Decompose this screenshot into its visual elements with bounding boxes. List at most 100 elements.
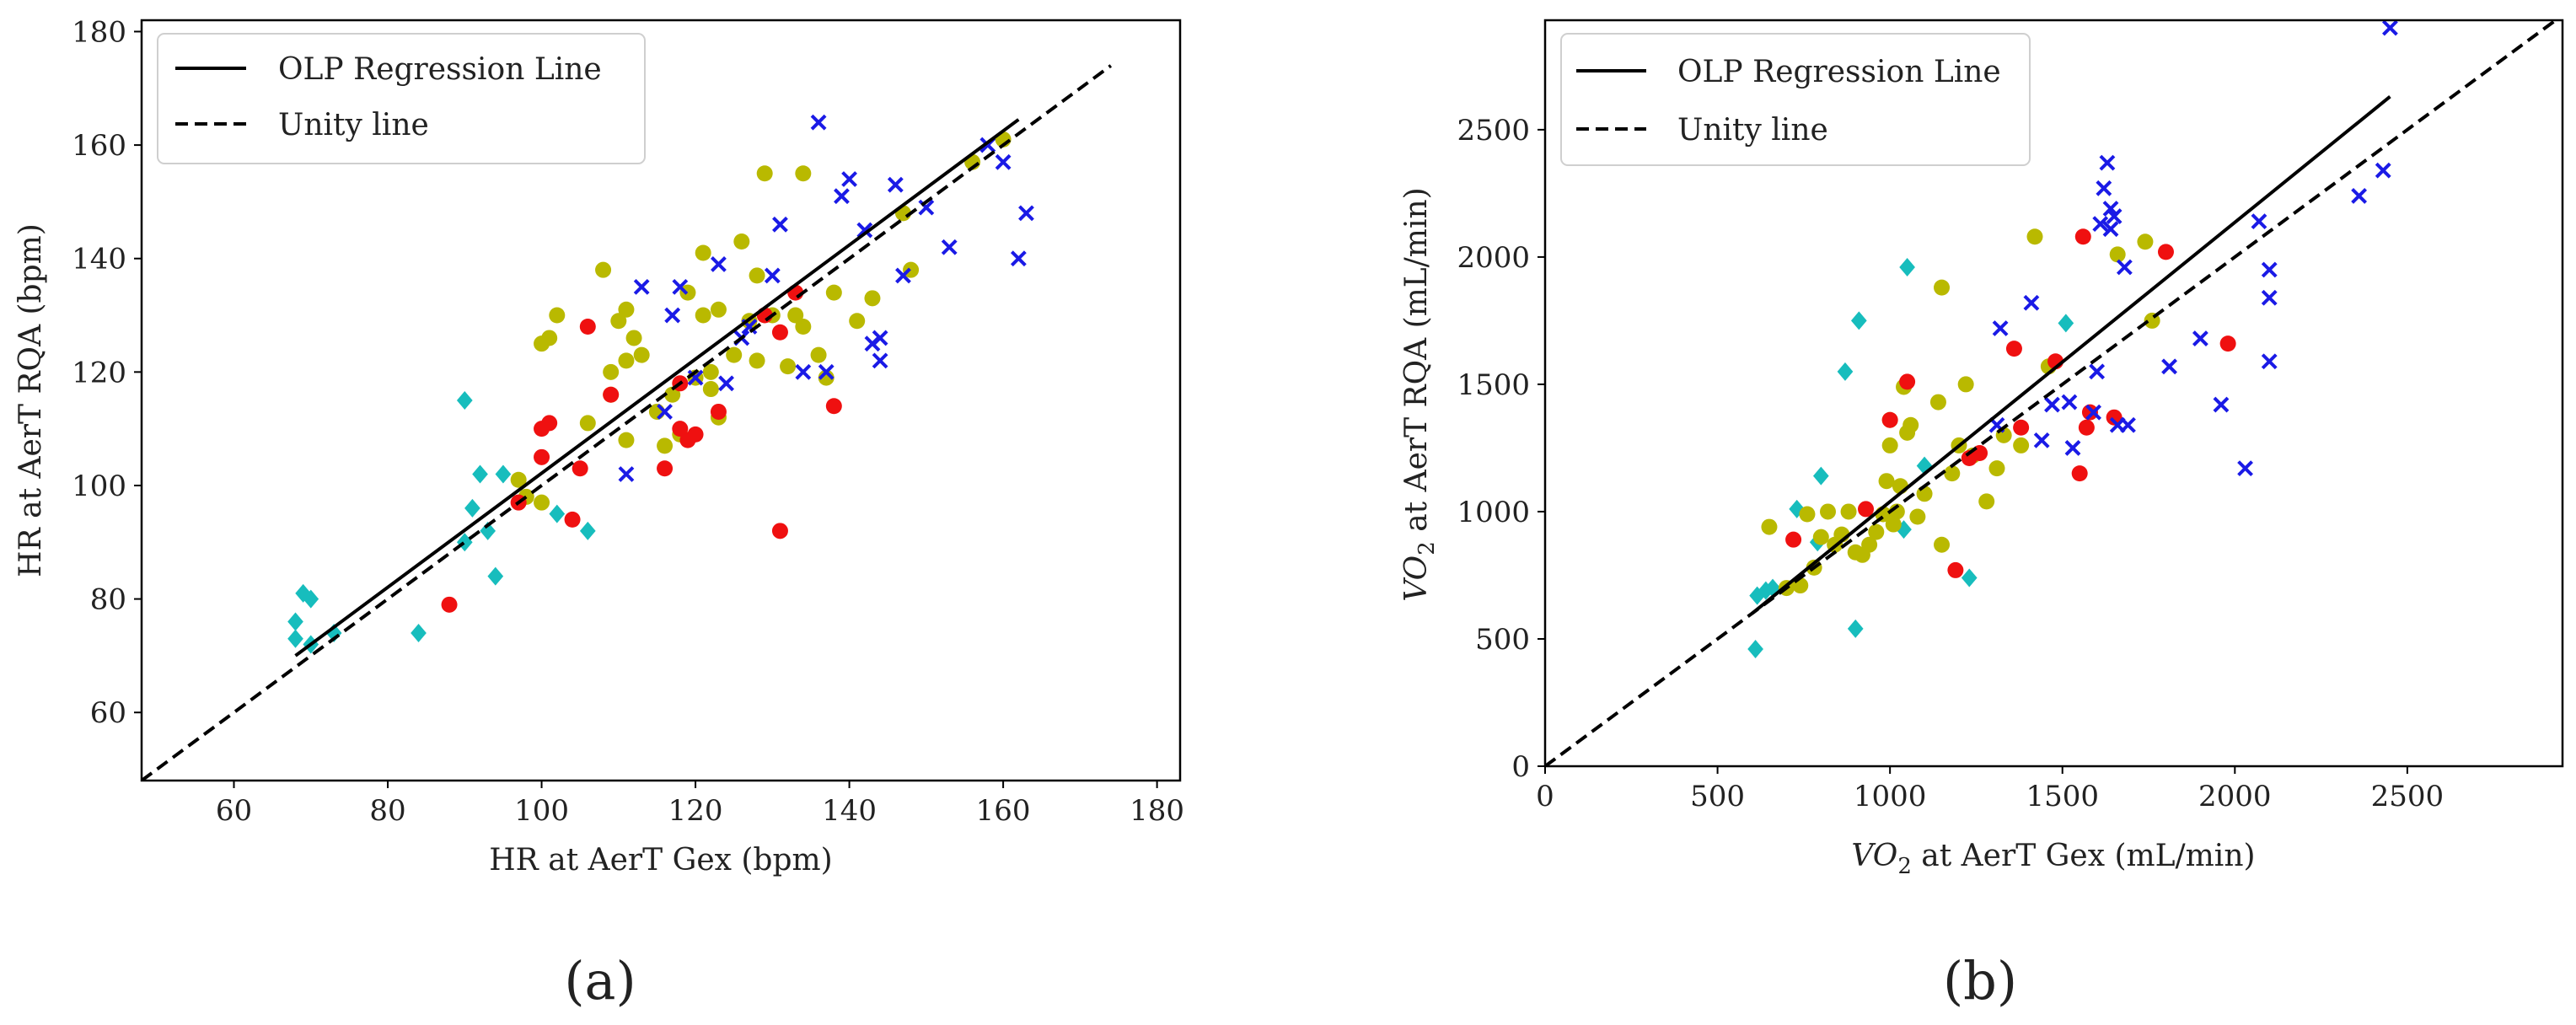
chart-a-point-yellow-10 [610,313,627,330]
chart-b-point-yellow-9 [1840,503,1857,520]
chart-a-point-cyan-10 [472,464,488,484]
chart-a-point-cyan-6 [411,623,427,642]
chart-b-point-yellow-15 [1878,473,1895,490]
chart-b-point-yellow-39 [2109,246,2126,263]
chart-a-y-tick-label-160: 160 [72,129,126,163]
chart-b-point-red-13 [2081,404,2098,421]
chart-b-point-yellow-13 [1868,523,1885,540]
chart-b-point-blue-23 [2261,261,2278,278]
chart-a-point-red-16 [771,523,788,539]
chart-a-unity-line [142,64,1113,781]
chart-b-legend-regression-label: OLP Regression Line [1677,55,2001,89]
chart-b-point-yellow-40 [2137,233,2154,250]
chart-a-legend-unity-label: Unity line [278,108,429,142]
chart-b-legend: OLP Regression Line Unity line [1560,33,2031,166]
chart-b-plot-frame [1543,19,2564,768]
chart-b-point-cyan-14 [2058,314,2074,333]
chart-b-point-blue-17 [2120,416,2136,433]
chart-a-point-yellow-13 [618,432,635,448]
chart-a-point-cyan-3 [303,589,319,609]
chart-a-plot-frame [140,19,1182,782]
chart-a-point-yellow-14 [625,330,642,346]
chart-b-point-blue-22 [2251,213,2267,230]
chart-b-point-blue-14 [2106,208,2123,224]
chart-a-x-tick-label-60: 60 [216,794,252,828]
chart-a-point-yellow-27 [710,301,727,318]
chart-a-point-blue-12 [795,363,812,380]
chart-a-x-tick-label-180: 180 [1130,794,1184,828]
chart-a-point-yellow-2 [534,494,550,511]
chart-b-point-cyan-6 [1812,466,1829,486]
chart-a-point-yellow-37 [795,165,812,182]
chart-a-x-axis-label: HR at AerT Gex (bpm) [489,843,832,877]
chart-a-point-blue-19 [872,330,888,346]
chart-a-point-red-9 [657,460,674,477]
chart-b-point-yellow-36 [2013,437,2030,453]
chart-a-point-cyan-0 [287,612,303,631]
chart-a-point-blue-6 [711,256,727,272]
chart-a-point-red-6 [572,460,588,477]
chart-b-point-red-11 [2074,228,2091,245]
chart-b-point-blue-5 [2061,394,2078,411]
chart-b-unity-line [1545,20,2559,766]
chart-a-point-yellow-36 [787,307,804,324]
chart-a-x-tick-label-120: 120 [668,794,723,828]
chart-a-point-yellow-42 [849,313,866,330]
chart-b-point-red-12 [2078,419,2095,436]
chart-a-legend: OLP Regression Line Unity line [157,33,646,164]
chart-a-point-yellow-35 [780,358,797,375]
chart-a-legend-regression-label: OLP Regression Line [278,52,602,87]
chart-b-point-blue-13 [2102,221,2119,238]
chart-b-point-blue-2 [2023,294,2040,311]
chart-b-y-axis-label-sub: 2 [1414,541,1440,555]
chart-a-point-blue-13 [810,114,827,131]
chart-a-point-cyan-9 [464,498,480,518]
chart-b-point-cyan-11 [1899,257,1915,276]
chart-a-y-tick-label-120: 120 [72,356,126,389]
chart-b-point-yellow-24 [1909,508,1926,525]
chart-b-legend-unity-label: Unity line [1677,113,1828,148]
chart-b-point-yellow-34 [1988,460,2005,477]
chart-a-point-yellow-28 [726,346,743,363]
chart-b-y-tick-label-2500: 2500 [1457,114,1530,148]
chart-a-x-tick-label-160: 160 [976,794,1031,828]
chart-a-point-yellow-8 [603,363,620,380]
chart-a-y-tick-label-60: 60 [90,696,126,730]
chart-b-point-blue-16 [2116,259,2133,276]
chart-b-x-tick-label-2500: 2500 [2371,780,2445,813]
chart-b-point-yellow-6 [1820,503,1837,520]
chart-b-point-yellow-29 [1944,465,1961,482]
chart-b-point-cyan-13 [1961,568,1978,588]
chart-a-legend-box [157,33,646,164]
chart-b-point-blue-11 [2099,154,2116,171]
chart-a-point-red-4 [541,415,558,432]
chart-b-point-yellow-16 [1881,437,1898,453]
chart-b-point-cyan-9 [1850,311,1867,330]
chart-a-point-red-5 [564,511,581,528]
chart-a-point-cyan-13 [495,464,512,484]
chart-b-point-red-15 [2157,244,2174,260]
chart-a-point-cyan-12 [487,566,504,586]
chart-b-x-axis-label-var: VO [1851,839,1897,873]
chart-a-point-blue-28 [1018,205,1034,222]
chart-b-point-red-16 [2219,335,2236,352]
chart-a-point-blue-20 [872,352,888,369]
chart-b-regression-line [1751,95,2391,615]
chart-a-y-axis-label: HR at AerT RQA (bpm) [13,223,48,577]
chart-b-point-yellow-26 [1929,394,1946,411]
chart-a: 60 80 100 120 140 160 180 60 80 100 120 140 160 180 H… [13,15,1184,877]
chart-a-point-yellow-18 [664,386,681,403]
chart-a-point-blue-7 [718,375,734,392]
chart-a-point-yellow-17 [657,437,674,454]
chart-a-point-yellow-0 [510,471,527,488]
chart-a-point-blue-16 [841,171,858,187]
chart-a-point-blue-1 [633,278,650,295]
chart-a-point-yellow-32 [749,352,765,369]
chart-b-point-red-3 [1899,373,1916,390]
chart-a-x-tick-label-140: 140 [822,794,877,828]
chart-a-x-tick-label-80: 80 [369,794,405,828]
chart-a-point-yellow-22 [695,307,711,324]
chart-a-y-tick-label-180: 180 [72,15,126,49]
chart-a-point-blue-3 [664,307,681,324]
chart-a-point-blue-15 [834,188,850,205]
